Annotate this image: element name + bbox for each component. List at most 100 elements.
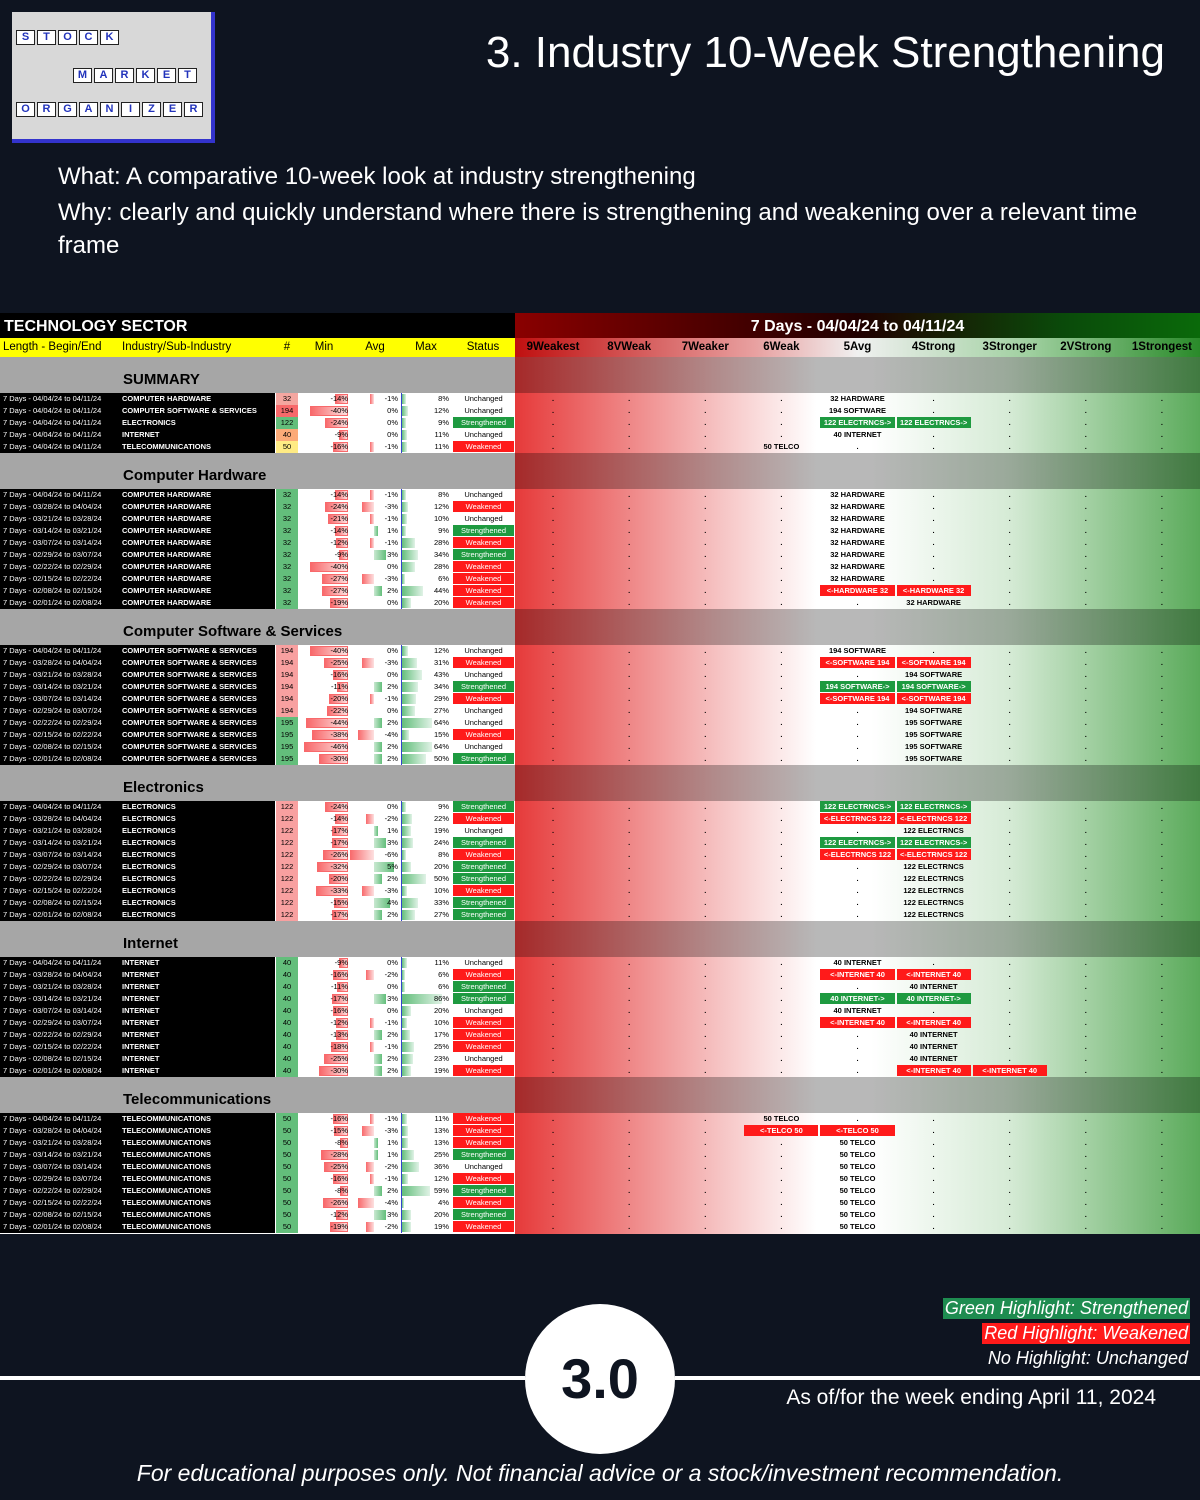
strength-cell: 40 INTERNET <box>833 958 882 967</box>
strength-cell: . <box>932 442 935 451</box>
axis <box>401 801 402 813</box>
min-bar <box>324 1054 348 1064</box>
min-bar <box>334 814 348 824</box>
count-cell: 122 <box>276 849 298 861</box>
strength-cell: . <box>1084 1018 1087 1027</box>
avg-cell: -3% <box>384 574 398 583</box>
avg-bar <box>370 694 374 704</box>
strength-cell: <-TELCO 50 <box>820 1125 895 1136</box>
strength-cell: . <box>1084 526 1087 535</box>
max-cell: 25% <box>433 1042 449 1051</box>
strength-cell: . <box>856 862 859 871</box>
strength-cell: 122 ELECTRNCS <box>903 874 964 883</box>
strength-cell: . <box>704 814 707 823</box>
section-band <box>0 453 515 489</box>
min-bar <box>322 574 348 584</box>
strength-cell: . <box>704 1186 707 1195</box>
strength-cell: . <box>628 1054 631 1063</box>
strength-cell: . <box>1160 1006 1163 1015</box>
industry-cell: COMPUTER HARDWARE <box>122 538 212 547</box>
period-cell: 7 Days - 03/28/24 to 04/04/24 <box>3 1126 102 1135</box>
row-label-bg <box>0 753 275 765</box>
strength-cell: . <box>1160 910 1163 919</box>
avg-bar <box>374 1186 382 1196</box>
strength-cell: . <box>1008 694 1011 703</box>
strength-cell: . <box>628 958 631 967</box>
axis <box>401 573 402 585</box>
logo-letter: O <box>58 30 77 45</box>
strength-cell: . <box>780 538 783 547</box>
max-cell: 27% <box>433 706 449 715</box>
avg-bar <box>366 1162 374 1172</box>
axis <box>401 513 402 525</box>
min-bar <box>332 670 348 680</box>
strength-cell: . <box>1160 598 1163 607</box>
max-cell: 28% <box>433 538 449 547</box>
strength-cell: 40 INTERNET <box>833 1006 882 1015</box>
avg-bar <box>374 742 382 752</box>
status-cell: Unchanged <box>453 669 514 680</box>
strength-cell: . <box>552 754 555 763</box>
status-cell: Weakened <box>453 1065 514 1076</box>
min-cell: -16% <box>330 1114 348 1123</box>
count-cell: 40 <box>276 429 298 441</box>
avg-bar <box>362 886 374 896</box>
strength-cell: <-SOFTWARE 194 <box>820 657 895 668</box>
row-label-bg <box>0 741 275 753</box>
strength-cell: . <box>932 394 935 403</box>
strength-cell: . <box>1160 814 1163 823</box>
strength-cell: . <box>1084 670 1087 679</box>
max-cell: 11% <box>434 1114 449 1123</box>
strength-cell: . <box>1084 994 1087 1003</box>
max-bar <box>402 754 426 764</box>
strength-cell: . <box>1160 874 1163 883</box>
strength-cell: . <box>552 1042 555 1051</box>
strength-cell: <-INTERNET 40 <box>820 1017 895 1028</box>
status-cell: Strengthened <box>453 525 514 536</box>
avg-bar <box>374 1054 382 1064</box>
strength-cell: . <box>1084 814 1087 823</box>
strength-cell: 50 TELCO <box>839 1222 876 1231</box>
max-cell: 10% <box>433 886 449 895</box>
strength-cell: . <box>1008 898 1011 907</box>
strength-cell: . <box>1084 586 1087 595</box>
avg-cell: -3% <box>384 502 398 511</box>
strength-cell: . <box>552 802 555 811</box>
max-bar <box>402 742 433 752</box>
max-cell: 11% <box>434 430 449 439</box>
column-header: Length - Begin/End <box>3 341 102 353</box>
avg-bar <box>374 898 390 908</box>
strength-cell: . <box>552 1030 555 1039</box>
min-bar <box>326 706 348 716</box>
max-cell: 23% <box>433 1054 449 1063</box>
strength-cell: . <box>780 550 783 559</box>
min-cell: -46% <box>330 742 348 751</box>
strength-cell: . <box>1160 490 1163 499</box>
strength-cell: . <box>1084 646 1087 655</box>
count-cell: 40 <box>276 981 298 993</box>
avg-cell: 2% <box>387 874 398 883</box>
avg-bar <box>370 1174 374 1184</box>
status-cell: Unchanged <box>453 489 514 500</box>
avg-cell: 1% <box>387 1150 398 1159</box>
status-cell: Strengthened <box>453 897 514 908</box>
industry-cell: TELECOMMUNICATIONS <box>122 1198 212 1207</box>
strength-cell: 195 SOFTWARE <box>905 730 963 739</box>
min-bar <box>339 550 348 560</box>
max-cell: 34% <box>433 550 449 559</box>
strength-cell: . <box>932 526 935 535</box>
strength-cell: . <box>780 1138 783 1147</box>
column-header: # <box>283 341 291 353</box>
strength-cell: . <box>628 1018 631 1027</box>
axis <box>401 1149 402 1161</box>
strength-cell: . <box>1008 1198 1011 1207</box>
min-cell: -18% <box>330 1042 348 1051</box>
strength-cell: . <box>1008 1186 1011 1195</box>
row-label-bg <box>0 993 275 1005</box>
max-cell: 12% <box>433 646 449 655</box>
strength-cell: 50 TELCO <box>839 1198 876 1207</box>
strength-cell: . <box>1160 754 1163 763</box>
min-bar <box>334 526 348 536</box>
strength-cell: . <box>552 418 555 427</box>
strength-cell: . <box>780 838 783 847</box>
